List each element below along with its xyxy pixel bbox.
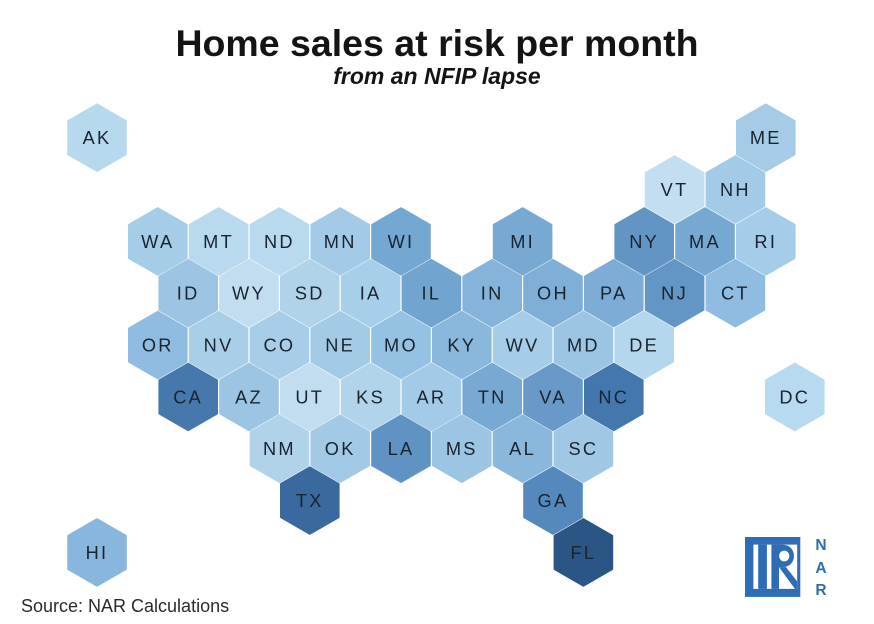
- svg-text:LA: LA: [388, 439, 415, 459]
- svg-text:NE: NE: [325, 336, 355, 356]
- svg-text:NY: NY: [629, 232, 659, 252]
- svg-text:MI: MI: [510, 232, 535, 252]
- svg-text:ME: ME: [750, 128, 782, 148]
- svg-text:UT: UT: [295, 387, 324, 407]
- svg-text:IN: IN: [481, 284, 504, 304]
- svg-text:OH: OH: [537, 284, 569, 304]
- svg-text:CT: CT: [721, 284, 750, 304]
- svg-text:MD: MD: [567, 336, 600, 356]
- svg-text:OK: OK: [325, 439, 356, 459]
- svg-text:WY: WY: [232, 284, 266, 304]
- svg-text:VA: VA: [539, 387, 567, 407]
- svg-text:AR: AR: [416, 387, 446, 407]
- svg-text:MN: MN: [324, 232, 357, 252]
- svg-text:MS: MS: [446, 439, 478, 459]
- svg-text:MO: MO: [384, 336, 418, 356]
- svg-text:ND: ND: [264, 232, 295, 252]
- svg-text:SD: SD: [295, 284, 325, 304]
- svg-text:NH: NH: [720, 180, 751, 200]
- svg-text:WA: WA: [141, 232, 174, 252]
- svg-text:PA: PA: [600, 284, 628, 304]
- svg-text:MA: MA: [689, 232, 721, 252]
- svg-text:FL: FL: [570, 543, 596, 563]
- svg-text:TN: TN: [478, 387, 507, 407]
- svg-text:A: A: [815, 560, 826, 577]
- svg-text:R: R: [815, 582, 826, 599]
- svg-text:N: N: [815, 537, 826, 554]
- svg-text:WI: WI: [388, 232, 415, 252]
- svg-text:KY: KY: [447, 336, 476, 356]
- svg-text:NC: NC: [598, 387, 629, 407]
- svg-text:TX: TX: [296, 491, 324, 511]
- svg-text:AK: AK: [83, 128, 112, 148]
- svg-text:IA: IA: [360, 284, 382, 304]
- svg-text:CO: CO: [263, 336, 295, 356]
- svg-text:AL: AL: [509, 439, 536, 459]
- svg-text:ID: ID: [177, 284, 200, 304]
- svg-text:GA: GA: [538, 491, 569, 511]
- svg-text:VT: VT: [661, 180, 689, 200]
- svg-text:MT: MT: [203, 232, 234, 252]
- svg-text:IL: IL: [422, 284, 442, 304]
- svg-text:NV: NV: [204, 336, 234, 356]
- svg-text:RI: RI: [754, 232, 777, 252]
- svg-text:DC: DC: [779, 387, 810, 407]
- svg-text:OR: OR: [142, 336, 174, 356]
- svg-text:SC: SC: [568, 439, 598, 459]
- svg-text:NJ: NJ: [661, 284, 688, 304]
- svg-text:AZ: AZ: [235, 387, 263, 407]
- svg-text:CA: CA: [173, 387, 203, 407]
- svg-text:NM: NM: [263, 439, 296, 459]
- svg-text:HI: HI: [86, 543, 109, 563]
- svg-text:WV: WV: [506, 336, 540, 356]
- svg-text:KS: KS: [356, 387, 385, 407]
- svg-text:DE: DE: [629, 336, 659, 356]
